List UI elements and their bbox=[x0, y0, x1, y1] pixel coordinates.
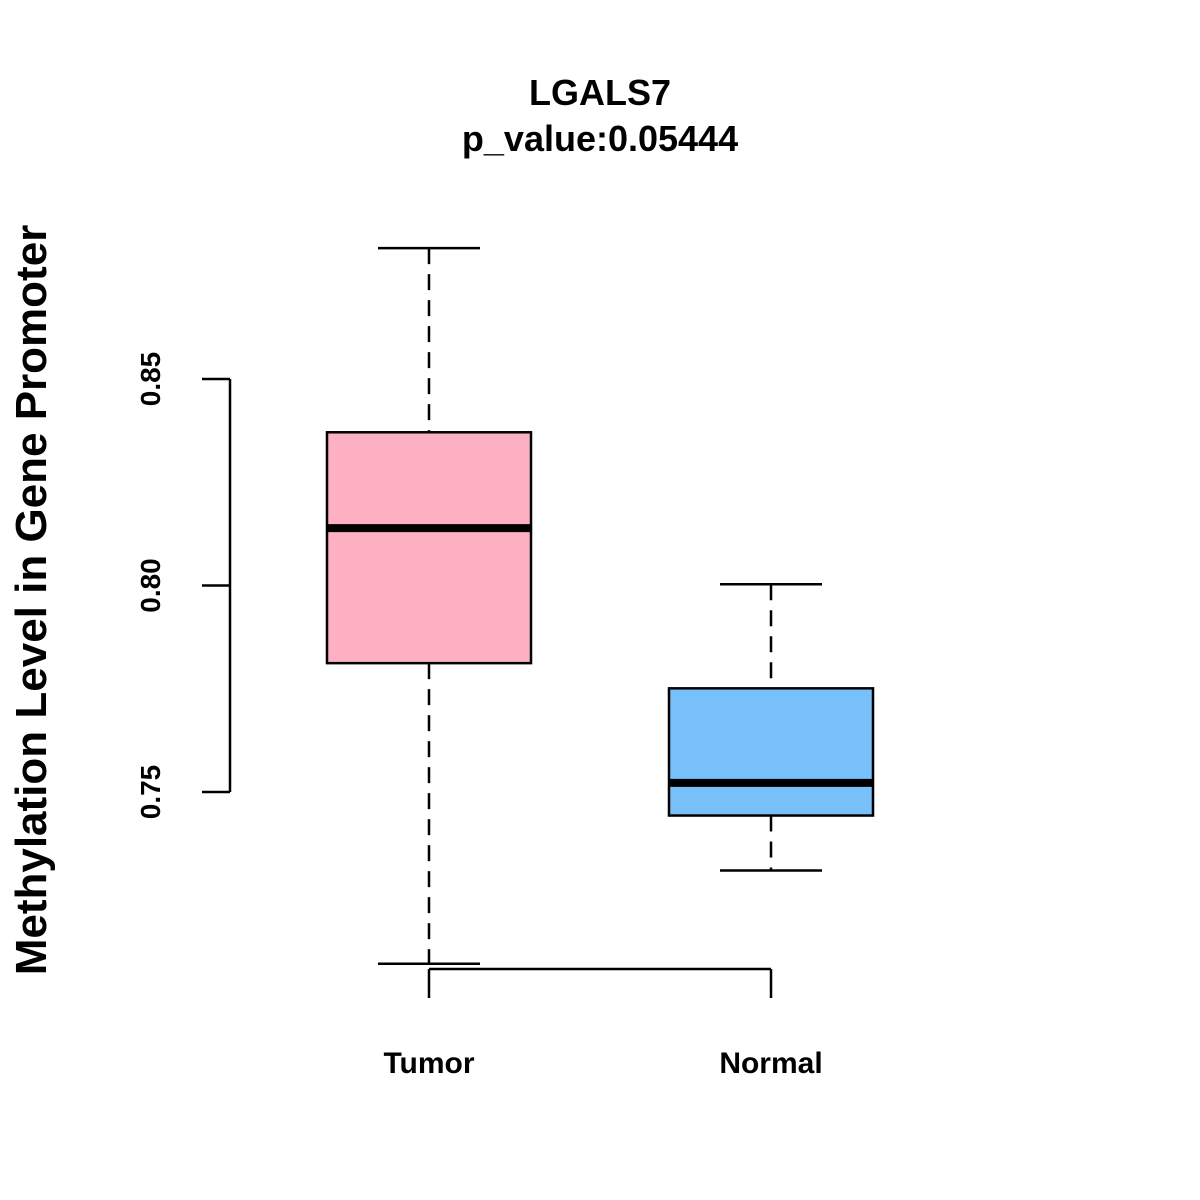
box-normal bbox=[667, 583, 875, 872]
y-tick-label: 0.85 bbox=[135, 352, 166, 407]
box-rect-normal bbox=[667, 687, 875, 817]
chart-title: LGALS7 bbox=[529, 72, 671, 113]
y-axis: 0.75 0.80 0.85 bbox=[135, 352, 232, 820]
chart-subtitle: p_value:0.05444 bbox=[462, 118, 738, 159]
x-tick-label-normal: Normal bbox=[719, 1047, 822, 1080]
boxes-group bbox=[325, 246, 875, 966]
x-axis: Tumor Normal bbox=[383, 967, 823, 1080]
x-tick-label-tumor: Tumor bbox=[383, 1047, 474, 1080]
y-tick-label: 0.80 bbox=[135, 558, 166, 613]
box-rect-tumor bbox=[325, 431, 533, 665]
y-axis-label: Methylation Level in Gene Promoter bbox=[7, 225, 56, 976]
box-tumor bbox=[325, 246, 533, 966]
y-tick-label: 0.75 bbox=[135, 765, 166, 820]
